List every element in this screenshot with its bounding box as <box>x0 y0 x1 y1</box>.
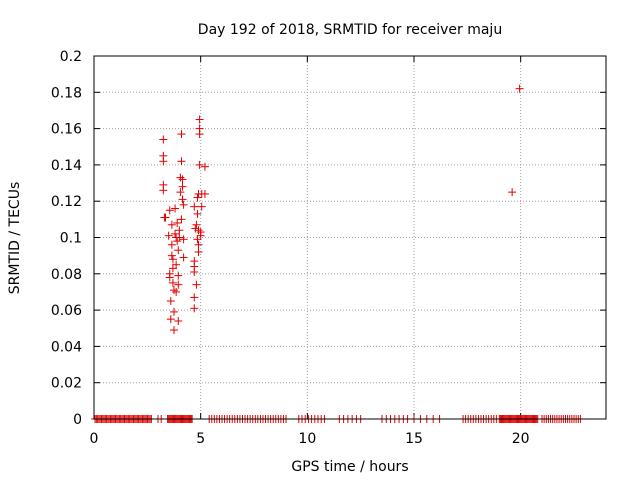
x-tick-label: 10 <box>298 431 316 447</box>
x-tick-label: 5 <box>196 431 205 447</box>
data-point <box>192 220 201 229</box>
data-point <box>175 226 184 235</box>
data-point <box>159 157 168 166</box>
plot-frame <box>93 55 607 420</box>
data-point <box>173 237 182 246</box>
y-tick-label: 0.02 <box>51 376 82 392</box>
data-point <box>174 316 183 325</box>
data-point <box>170 326 178 335</box>
data-point <box>174 271 183 280</box>
data-point <box>194 248 203 257</box>
data-point <box>178 175 187 184</box>
data-point <box>165 273 174 282</box>
data-point <box>179 253 188 262</box>
y-tick-label: 0.1 <box>60 231 82 247</box>
data-point <box>175 233 184 242</box>
data-point <box>168 278 177 287</box>
data-point <box>195 115 204 124</box>
y-axis-label: SRMTID / TECUs <box>7 182 23 295</box>
data-point <box>195 130 204 139</box>
data-point <box>159 186 168 195</box>
data-point <box>171 204 180 213</box>
grid <box>94 56 606 419</box>
data-point <box>196 228 205 237</box>
data-point <box>159 135 168 144</box>
data-point <box>161 213 170 222</box>
data-point <box>170 307 178 316</box>
data-point <box>191 224 200 233</box>
data-point <box>179 200 188 209</box>
data-point <box>172 287 181 296</box>
data-point <box>178 182 187 191</box>
data-point <box>172 260 181 269</box>
data-point <box>164 231 173 240</box>
data-point <box>171 229 180 238</box>
data-point <box>190 304 199 313</box>
x-axis-label: GPS time / hours <box>291 459 408 475</box>
y-tick-label: 0.2 <box>60 49 82 65</box>
axis-ticks: 0 0.02 0.04 0.06 0.08 0.1 0.12 0.14 0.16 0.18 0.2 0… <box>51 49 606 447</box>
data-point <box>167 251 176 260</box>
data-point <box>193 193 202 202</box>
data-point <box>167 240 176 249</box>
data-point <box>508 188 517 197</box>
y-tick-label: 0.06 <box>51 303 82 319</box>
y-tick-label: 0 <box>73 412 82 428</box>
data-point <box>170 286 178 295</box>
data-point <box>195 160 204 169</box>
data-point <box>193 235 202 244</box>
data-point <box>193 209 202 218</box>
data-point <box>176 173 185 182</box>
y-tick-label: 0.18 <box>51 85 82 101</box>
data-point <box>197 202 206 211</box>
y-tick-label: 0.14 <box>51 158 82 174</box>
data-point <box>174 246 183 255</box>
data-point <box>177 130 186 139</box>
data-point <box>515 84 524 93</box>
data-point <box>174 280 183 289</box>
data-point <box>168 255 177 264</box>
data-point <box>176 188 185 197</box>
data-point <box>179 235 188 244</box>
data-point <box>178 195 187 204</box>
data-point <box>165 206 174 215</box>
y-tick-label: 0.08 <box>51 267 82 283</box>
y-tick-label: 0.16 <box>51 122 82 138</box>
y-tick-label: 0.04 <box>51 339 82 355</box>
data-point <box>167 220 176 229</box>
x-tick-label: 15 <box>405 431 423 447</box>
data-point <box>194 240 203 249</box>
data-point <box>166 315 175 324</box>
data-point <box>177 215 186 224</box>
x-tick-label: 0 <box>90 431 99 447</box>
x-tick-label: 20 <box>512 431 530 447</box>
data-point <box>190 293 199 302</box>
data-point <box>194 226 203 235</box>
data-point <box>190 202 199 211</box>
data-point <box>166 297 175 306</box>
data-point <box>168 264 177 273</box>
data-point <box>173 218 182 227</box>
data-point <box>177 157 186 166</box>
data-point <box>192 280 201 289</box>
y-tick-label: 0.12 <box>51 194 82 210</box>
data-points <box>91 84 585 423</box>
data-point <box>200 189 209 198</box>
chart-title: Day 192 of 2018, SRMTID for receiver maj… <box>198 22 502 38</box>
data-point <box>190 267 199 276</box>
data-point <box>200 162 209 171</box>
